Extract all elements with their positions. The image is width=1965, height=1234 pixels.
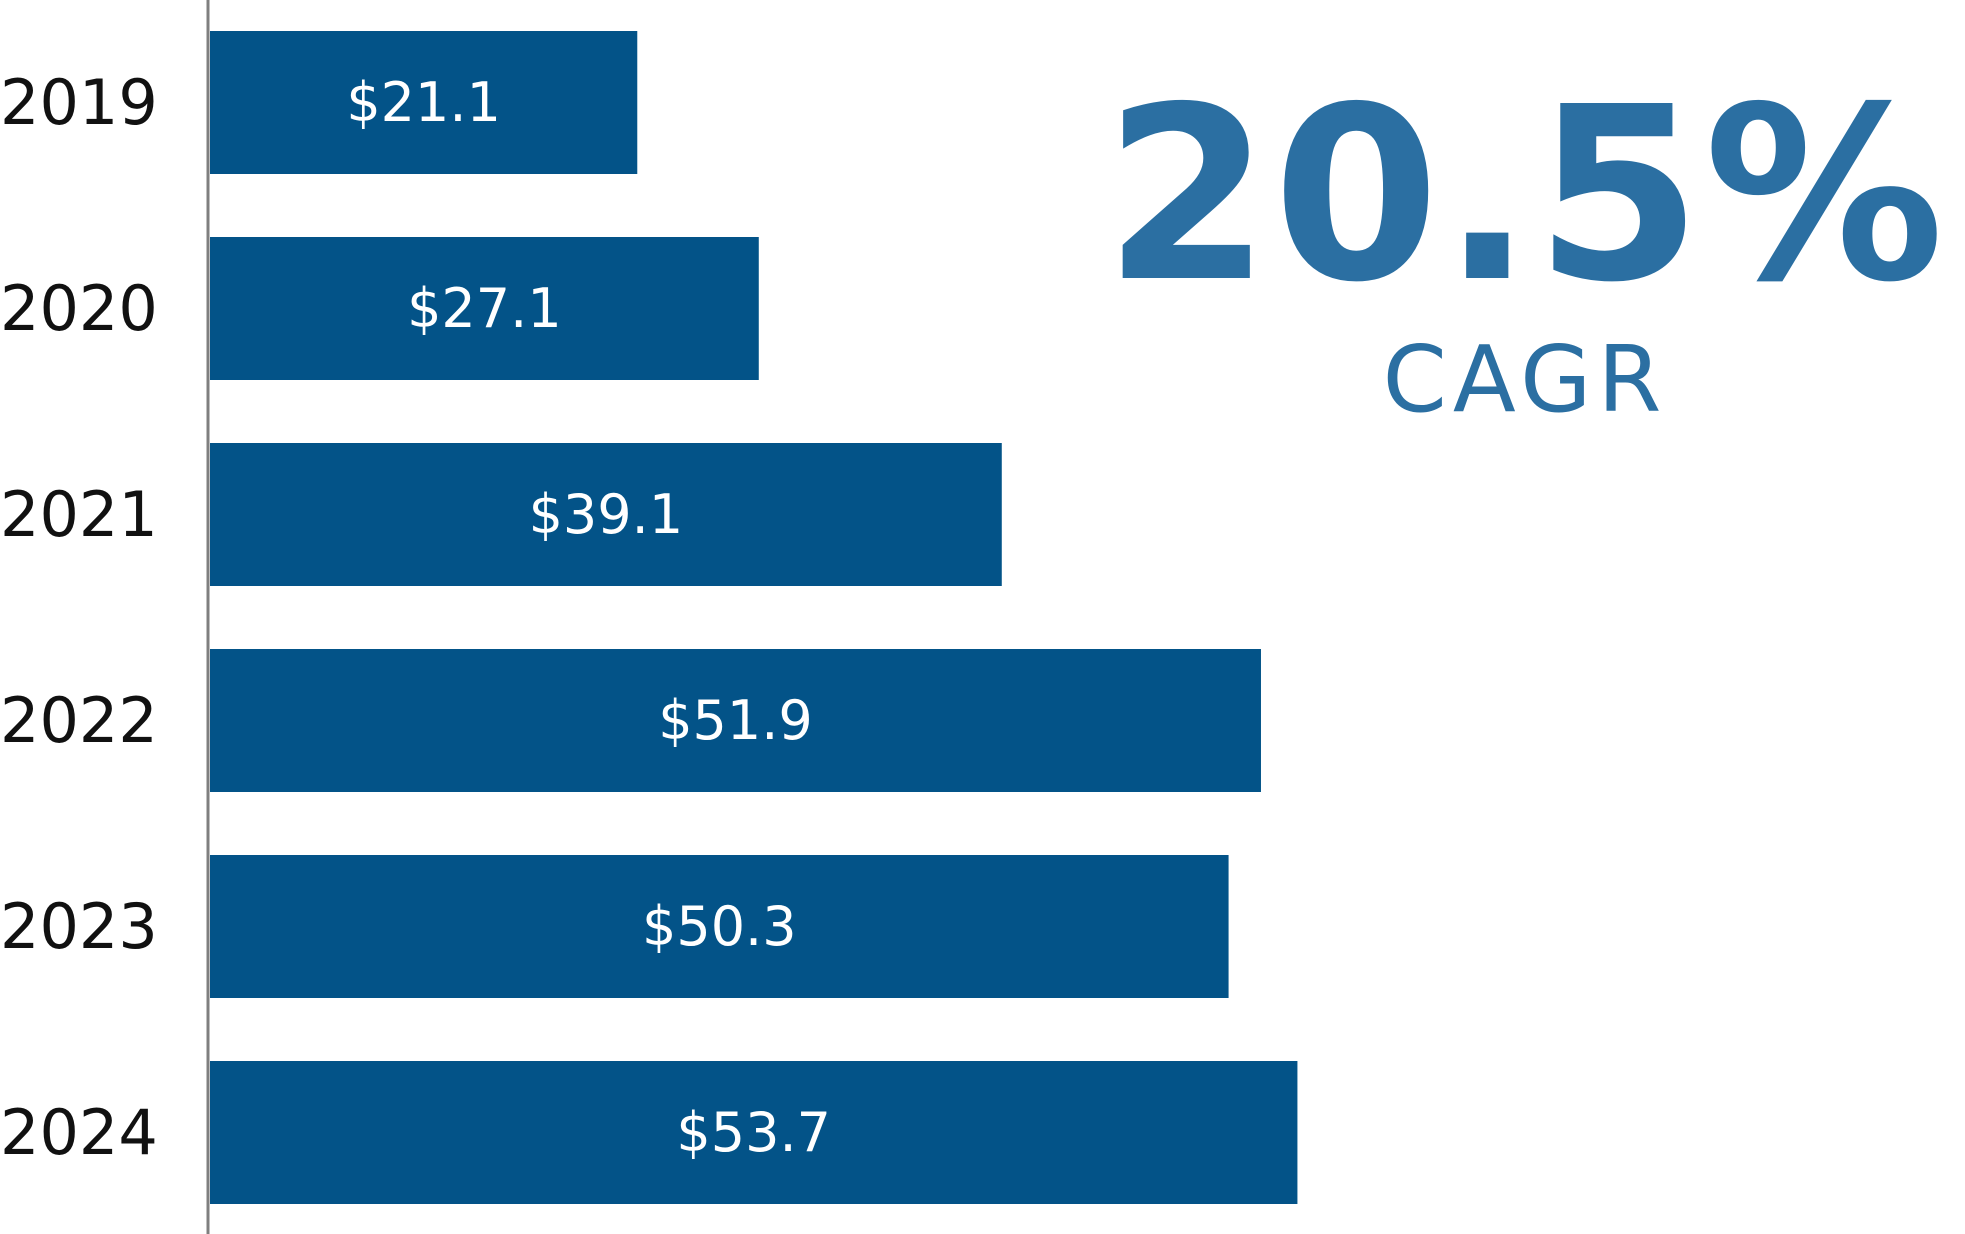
value-label-2020: $27.1 <box>407 277 562 340</box>
value-label-2022: $51.9 <box>658 689 813 752</box>
cagr-label: CAGR <box>1382 326 1668 433</box>
category-label-2022: 2022 <box>0 684 158 757</box>
category-label-2021: 2021 <box>0 478 158 551</box>
value-label-2019: $21.1 <box>346 71 501 134</box>
value-labels-group: $21.1 $27.1 $39.1 $51.9 $50.3 $53.7 <box>346 71 831 1164</box>
bar-2022 <box>210 649 1261 792</box>
category-label-2023: 2023 <box>0 890 158 963</box>
bar-2024 <box>210 1061 1298 1204</box>
category-label-2024: 2024 <box>0 1096 158 1169</box>
cagr-value: 20.5% <box>1103 55 1947 335</box>
category-labels-group: 2019 2020 2021 2022 2023 2024 <box>0 66 158 1169</box>
bar-2020 <box>210 237 759 380</box>
category-label-2020: 2020 <box>0 272 158 345</box>
bar-2023 <box>210 855 1229 998</box>
value-label-2024: $53.7 <box>676 1101 831 1164</box>
value-label-2021: $39.1 <box>529 483 684 546</box>
bar-2019 <box>210 31 638 174</box>
bars-group <box>210 31 1298 1204</box>
value-label-2023: $50.3 <box>642 895 797 958</box>
bar-2021 <box>210 443 1002 586</box>
category-label-2019: 2019 <box>0 66 158 139</box>
cagr-callout: 20.5% CAGR <box>1090 60 1960 430</box>
